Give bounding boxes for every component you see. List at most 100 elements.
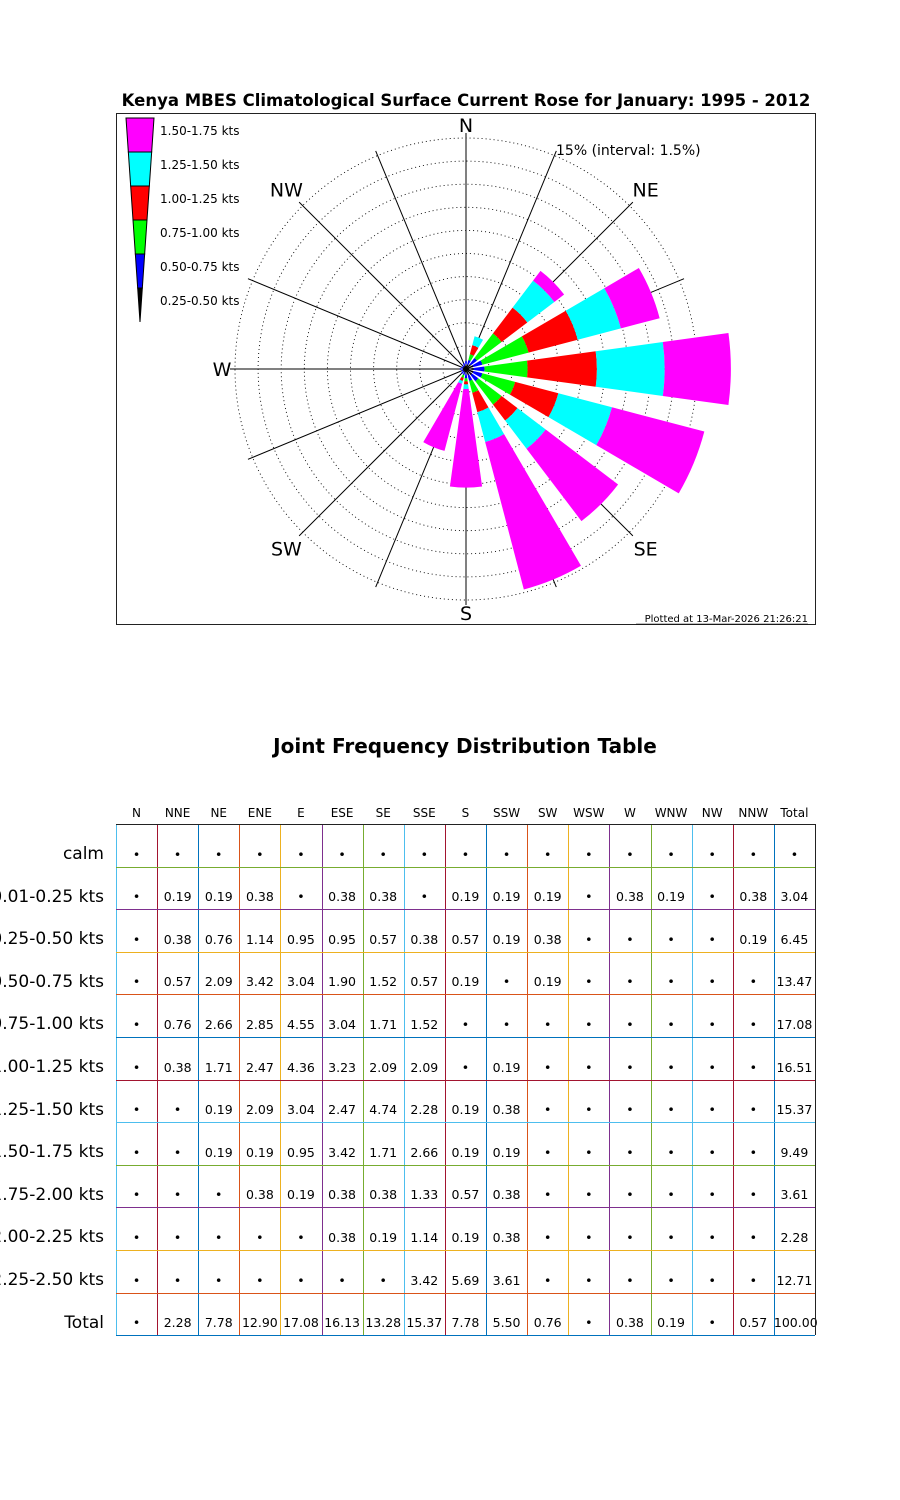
- table-cell: 15.37: [406, 1315, 443, 1331]
- rose-spoke: [298, 201, 467, 370]
- wedge-s-bin-3: [463, 381, 469, 385]
- table-cell: 4.36: [287, 1059, 315, 1075]
- grid-hline: [116, 909, 816, 911]
- table-cell: •: [585, 1059, 593, 1075]
- table-cell: 5.50: [492, 1315, 521, 1331]
- compass-label-se: SE: [634, 539, 658, 561]
- table-cell: 2.47: [328, 1102, 357, 1118]
- column-header-ese: ESE: [330, 806, 354, 820]
- legend-label: 0.50-0.75 kts: [160, 260, 240, 274]
- compass-label-ne: NE: [632, 179, 658, 201]
- table-cell: 12.71: [776, 1272, 813, 1288]
- table-cell: 1.52: [369, 974, 398, 990]
- table-cell: •: [667, 1187, 675, 1203]
- row-label: 1.25-1.50 kts: [0, 1099, 104, 1120]
- table-cell: •: [461, 1017, 470, 1032]
- table-cell: •: [420, 846, 429, 862]
- table-cell: 2.28: [780, 1230, 809, 1245]
- wedge-ssw-bin-4: [458, 379, 463, 384]
- table-cell: 0.38: [739, 889, 768, 905]
- wedge-sse-bin-2: [469, 379, 479, 393]
- table-cell: •: [626, 1059, 634, 1075]
- plot-frame: [116, 113, 816, 625]
- wedge-n-bin-0: [465, 364, 467, 369]
- table-cell: 0.19: [204, 1144, 233, 1160]
- table-cell: 17.08: [283, 1315, 319, 1331]
- wedge-e-bin-0: [466, 367, 474, 371]
- table-cell: 0.57: [163, 974, 192, 990]
- table-cell: •: [502, 1017, 511, 1032]
- table-cell: •: [585, 1017, 593, 1032]
- legend-label: 1.50-1.75 kts: [160, 124, 240, 138]
- column-header-sse: SSE: [412, 806, 436, 820]
- table-cell: •: [256, 846, 264, 862]
- wedge-sse-bin-0: [466, 369, 470, 375]
- wedge-sse-bin-5: [485, 434, 581, 590]
- table-cell: •: [708, 1017, 716, 1032]
- column-header-n: N: [132, 806, 141, 820]
- table-cell: •: [749, 1144, 757, 1160]
- wedge-ene-bin-1: [472, 360, 483, 368]
- wedge-s-bin-4: [463, 384, 469, 390]
- table-cell: 0.38: [369, 1187, 398, 1203]
- table-cell: •: [379, 846, 387, 862]
- wedge-nne-bin-2: [468, 354, 474, 362]
- table-cell: 0.38: [163, 931, 192, 947]
- table-cell: 5.69: [451, 1272, 480, 1288]
- table-cell: 0.57: [739, 1315, 768, 1331]
- table-cell: 3.04: [287, 974, 315, 990]
- wedge-ssw-bin-0: [464, 369, 466, 372]
- table-cell: •: [749, 1017, 757, 1032]
- table-cell: •: [708, 1315, 716, 1331]
- table-cell: •: [544, 1102, 552, 1118]
- wedge-w-bin-1: [459, 368, 463, 370]
- grid-hline: [116, 824, 816, 825]
- row-label: 1.50-1.75 kts: [0, 1142, 104, 1163]
- wedge-e-bin-3: [527, 351, 597, 387]
- table-cell: 0.19: [657, 889, 685, 905]
- table-cell: •: [544, 1144, 552, 1160]
- table-cell: 0.57: [451, 931, 480, 947]
- column-header-wnw: WNW: [654, 806, 688, 820]
- table-cell: •: [132, 1315, 141, 1331]
- table-cell: 0.57: [410, 974, 439, 990]
- table-cell: 0.38: [163, 1059, 192, 1075]
- grid-hline: [116, 1037, 816, 1038]
- wedge-ne-bin-5: [533, 270, 565, 302]
- table-cell: •: [708, 974, 716, 990]
- rose-spoke: [247, 278, 467, 370]
- wedge-se-bin-5: [526, 429, 619, 522]
- table-cell: •: [708, 1230, 716, 1245]
- table-cell: •: [585, 931, 593, 947]
- table-cell: •: [420, 889, 429, 905]
- grid-hline: [116, 1207, 816, 1209]
- wedge-nnw-bin-1: [462, 363, 466, 367]
- table-cell: •: [132, 1017, 141, 1032]
- legend-swatch-5: [137, 287, 143, 323]
- wedge-ese-bin-4: [548, 393, 612, 446]
- column-header-ne: NE: [210, 806, 228, 820]
- column-header-ene: ENE: [247, 806, 272, 820]
- table-cell: •: [749, 1187, 757, 1203]
- table-cell: 15.37: [776, 1102, 813, 1118]
- table-cell: •: [132, 1059, 141, 1075]
- table-cell: 1.33: [410, 1187, 439, 1203]
- table-cell: 0.19: [451, 1102, 480, 1118]
- table-cell: 2.47: [245, 1059, 274, 1075]
- grid-hline: [116, 1250, 816, 1251]
- table-cell: •: [461, 846, 470, 862]
- row-label: 0.01-0.25 kts: [0, 886, 104, 907]
- table-cell: •: [338, 846, 346, 862]
- table-cell: 0.38: [410, 931, 439, 947]
- column-header-se: SE: [375, 806, 391, 820]
- wedge-ne-bin-1: [469, 357, 478, 366]
- row-label: 2.25-2.50 kts: [0, 1270, 104, 1290]
- table-cell: •: [173, 1144, 182, 1160]
- table-cell: •: [544, 1059, 552, 1075]
- table-cell: 1.14: [245, 931, 274, 947]
- table-cell: •: [708, 1272, 716, 1288]
- table-cell: •: [173, 1230, 182, 1245]
- grid-hline: [116, 1335, 816, 1337]
- table-cell: 4.74: [369, 1102, 398, 1118]
